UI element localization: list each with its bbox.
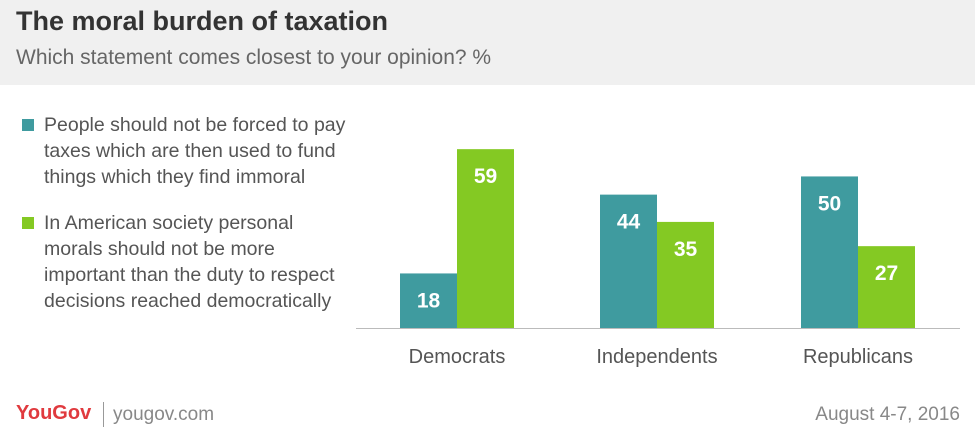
data-label-independents-series-2: 35 [674, 238, 698, 261]
data-label-democrats-series-2: 59 [474, 165, 497, 188]
legend-item-series-1: People should not be forced to pay taxes… [22, 112, 352, 190]
x-tick-label-independents: Independents [596, 346, 717, 368]
legend: People should not be forced to pay taxes… [22, 112, 352, 334]
bar-independents-series-2 [657, 221, 714, 328]
legend-item-series-2: In American society personal morals shou… [22, 210, 352, 314]
data-label-republicans-series-1: 50 [818, 192, 841, 215]
bar-republicans-series-2 [858, 246, 915, 328]
footer-divider [103, 402, 104, 427]
bar-democrats-series-2 [457, 149, 514, 328]
header: The moral burden of taxation Which state… [0, 0, 975, 85]
bar-independents-series-1 [600, 194, 657, 328]
x-tick-label-democrats: Democrats [409, 346, 506, 368]
x-tick-label-republicans: Republicans [803, 346, 913, 368]
chart-subtitle: Which statement comes closest to your op… [16, 46, 492, 69]
legend-label-series-1: People should not be forced to pay taxes… [44, 114, 346, 188]
data-label-independents-series-1: 44 [617, 211, 641, 234]
data-label-democrats-series-1: 18 [417, 289, 441, 312]
legend-label-series-2: In American society personal morals shou… [44, 212, 335, 312]
footer-site: yougov.com [113, 404, 215, 425]
chart-title: The moral burden of taxation [16, 6, 389, 36]
legend-swatch-green [22, 217, 34, 229]
bar-democrats-series-1 [400, 273, 457, 328]
footer-date: August 4-7, 2016 [815, 404, 960, 425]
data-label-republicans-series-2: 27 [875, 262, 898, 285]
yougov-logo: YouGov [16, 402, 92, 424]
bar-republicans-series-1 [801, 176, 858, 328]
legend-swatch-teal [22, 119, 34, 131]
